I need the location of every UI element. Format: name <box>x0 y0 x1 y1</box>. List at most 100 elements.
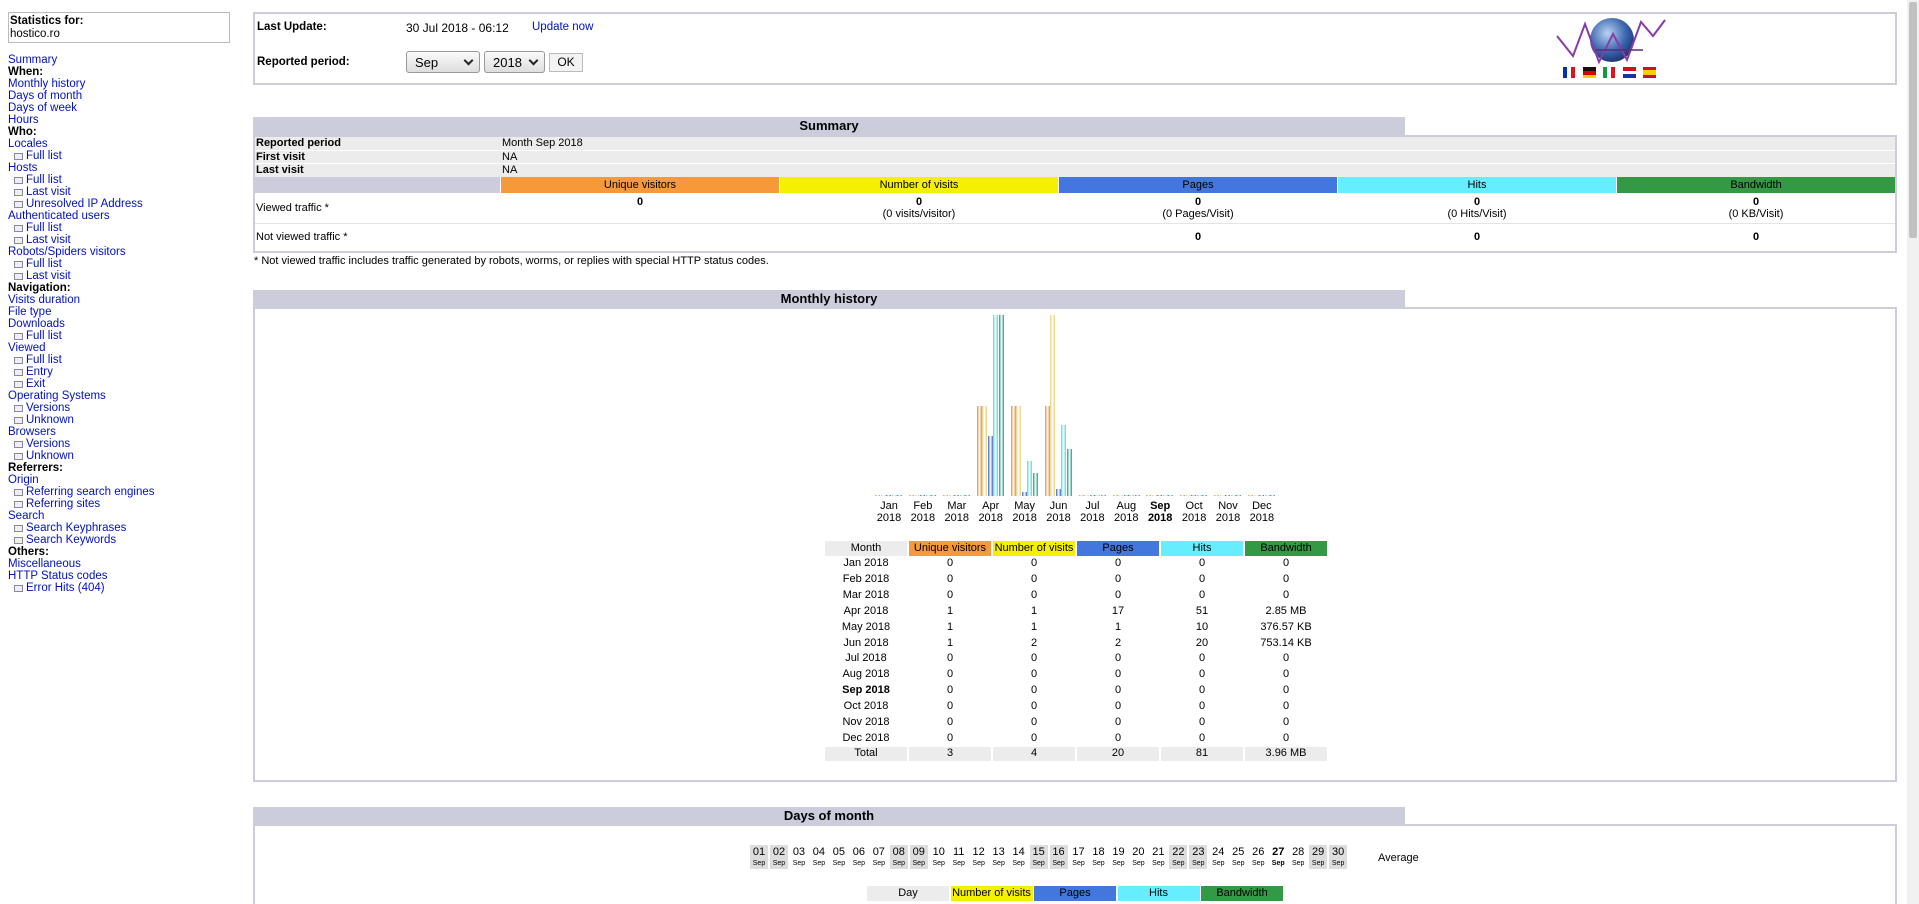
year-select[interactable]: 2018 <box>484 51 545 73</box>
table-cell: 1 <box>1030 604 1038 617</box>
menu-link[interactable]: Full list <box>26 150 62 162</box>
menu-link[interactable]: Referring search engines <box>26 486 155 498</box>
month-cell: Oct 2018 <box>825 700 907 712</box>
menu-link[interactable]: Origin <box>8 474 39 486</box>
table-cell: 0 <box>1282 652 1290 665</box>
menu-link[interactable]: Authenticated users <box>8 210 110 222</box>
menu-link[interactable]: Locales <box>8 138 48 150</box>
menu-link[interactable]: HTTP Status codes <box>8 570 108 582</box>
table-header: Number of visits <box>950 886 1033 901</box>
menu-link[interactable]: Search Keywords <box>26 534 117 546</box>
menu-link[interactable]: Browsers <box>8 426 56 438</box>
menu-link[interactable]: Hours <box>8 114 39 126</box>
table-header: Month <box>825 541 907 556</box>
table-cell: 0 <box>1282 700 1290 713</box>
bar <box>1100 495 1106 496</box>
x-label-year: 2018 <box>1181 512 1207 524</box>
menu-link[interactable]: Search <box>8 510 45 522</box>
menu-link[interactable]: Referring sites <box>26 498 101 510</box>
summary-value: Month Sep 2018 <box>502 137 583 149</box>
menu-link[interactable]: Search Keyphrases <box>26 522 127 534</box>
table-cell: 0 <box>946 684 954 697</box>
bar <box>1050 315 1056 496</box>
scrollbar-thumb[interactable] <box>1909 2 1917 238</box>
table-cell: 0 <box>1282 716 1290 728</box>
menu-link[interactable]: Operating Systems <box>8 390 106 402</box>
menu-link[interactable]: Exit <box>26 378 46 390</box>
table-cell: 0 <box>1114 684 1122 697</box>
summary-label: Reported period <box>256 137 341 149</box>
day-month: Sep <box>1072 860 1085 867</box>
menu-link[interactable]: Full list <box>26 174 62 186</box>
update-now-link[interactable]: Update now <box>532 21 594 33</box>
menu-link[interactable]: Unknown <box>26 414 74 426</box>
menu-link[interactable]: Versions <box>26 402 71 414</box>
table-cell: 0 <box>1282 668 1290 681</box>
not-viewed-value: 0 <box>1473 231 1481 243</box>
menu-link[interactable]: Viewed <box>8 342 46 354</box>
day-label: 14 <box>1012 846 1025 858</box>
bar <box>1196 495 1202 496</box>
menu-icon <box>14 261 23 268</box>
logo <box>1556 18 1666 78</box>
menu-link[interactable]: Robots/Spiders visitors <box>8 246 126 258</box>
menu-link[interactable]: Unknown <box>26 450 74 462</box>
menu-heading: Others: <box>8 546 49 558</box>
menu-link[interactable]: File type <box>8 306 52 318</box>
menu-link[interactable]: Last visit <box>26 234 71 246</box>
menu-link[interactable]: Unresolved IP Address <box>26 198 143 210</box>
menu-link[interactable]: Last visit <box>26 270 71 282</box>
year: 2018 <box>865 620 891 633</box>
not-viewed-label: Not viewed traffic * <box>256 231 348 243</box>
menu-link[interactable]: Full list <box>26 222 62 234</box>
menu-link[interactable]: Monthly history <box>8 78 86 90</box>
table-cell: 0 <box>1030 716 1038 728</box>
menu-link[interactable]: Miscellaneous <box>8 558 81 570</box>
table-cell: 0 <box>1198 684 1206 697</box>
menu-link[interactable]: Days of month <box>8 90 83 102</box>
total-cell: 20 <box>1077 746 1159 761</box>
menu-link[interactable]: Error Hits (404) <box>26 582 105 594</box>
menu-icon <box>14 273 23 280</box>
month-select[interactable]: Sep <box>406 51 480 73</box>
menu-link[interactable]: Last visit <box>26 186 71 198</box>
day-month: Sep <box>1212 860 1225 867</box>
table-cell: 0 <box>1198 716 1206 728</box>
day-label: 21 <box>1152 846 1165 858</box>
x-label-month: Feb <box>913 500 933 512</box>
day-month: Sep <box>992 860 1005 867</box>
menu-link[interactable]: Days of week <box>8 102 78 114</box>
menu-link[interactable]: Versions <box>26 438 71 450</box>
day-month: Sep <box>892 860 906 867</box>
table-cell: 0 <box>1198 557 1206 569</box>
day-month: Sep <box>872 860 886 867</box>
day-cell <box>1049 845 1068 869</box>
ok-button[interactable]: OK <box>549 53 583 72</box>
day-month: Sep <box>972 860 985 867</box>
table-cell: 0 <box>1198 668 1206 681</box>
day-label: 20 <box>1132 846 1145 858</box>
x-label-year: 2018 <box>944 512 970 524</box>
menu-link[interactable]: Hosts <box>8 162 38 174</box>
day-month: Sep <box>1331 860 1345 867</box>
menu-link[interactable]: Full list <box>26 354 62 366</box>
day-cell <box>909 845 928 869</box>
viewed-value: 0 <box>915 196 923 208</box>
bar <box>1202 495 1208 496</box>
menu-link[interactable]: Visits duration <box>8 294 81 306</box>
table-cell: 51 <box>1195 604 1209 617</box>
day-month: Sep <box>832 860 846 867</box>
menu-link[interactable]: Downloads <box>8 318 65 330</box>
viewed-value: 0 <box>1194 196 1202 208</box>
menu-link[interactable]: Full list <box>26 330 62 342</box>
table-cell: 0 <box>1030 684 1038 697</box>
menu-link[interactable]: Entry <box>26 366 53 378</box>
bar <box>1225 495 1231 496</box>
menu-icon <box>14 453 23 460</box>
bar <box>1066 449 1072 496</box>
menu-link[interactable]: Full list <box>26 258 62 270</box>
x-label-year: 2018 <box>1046 512 1071 524</box>
menu-link[interactable]: Summary <box>8 54 58 66</box>
bar <box>1191 495 1197 496</box>
table-cell: 0 <box>1282 588 1290 601</box>
